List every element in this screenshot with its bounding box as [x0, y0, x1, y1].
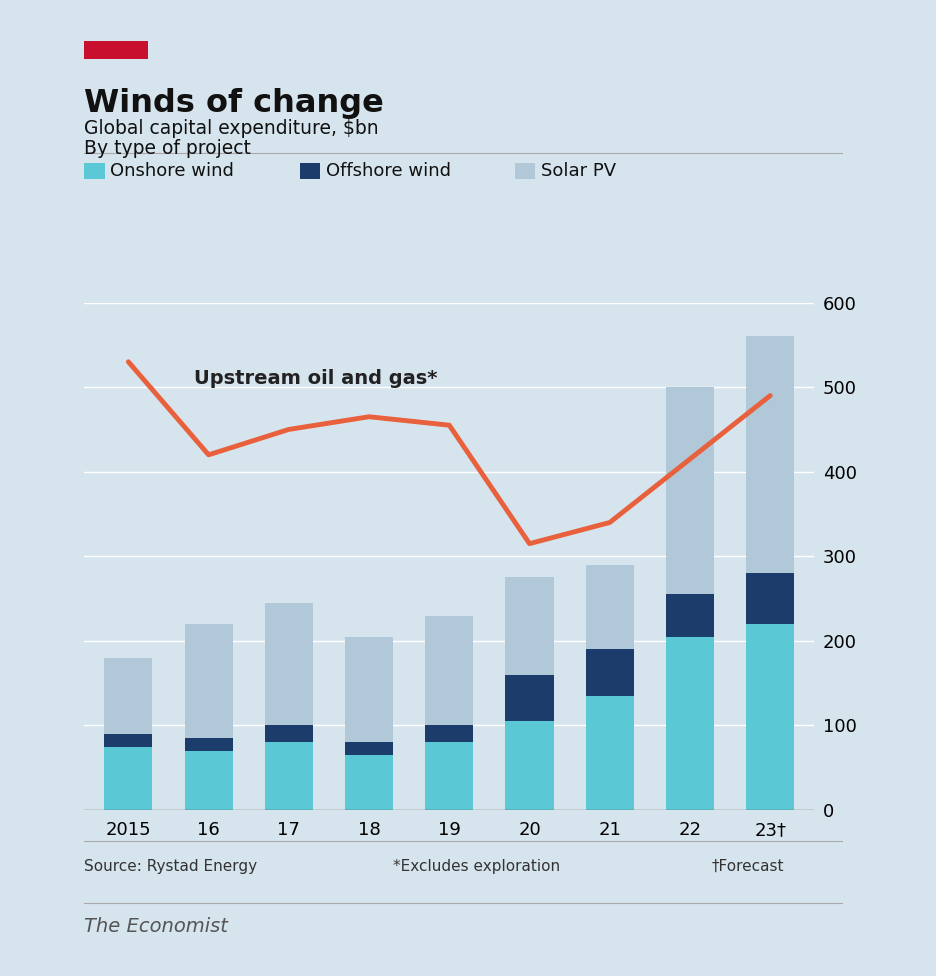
Bar [184, 751, 233, 810]
Text: *Excludes exploration: *Excludes exploration [393, 859, 561, 874]
Text: Onshore wind: Onshore wind [110, 162, 234, 180]
Bar [345, 743, 393, 755]
Bar [184, 738, 233, 751]
Bar [505, 578, 553, 674]
Bar [265, 725, 313, 743]
Bar [505, 721, 553, 810]
Bar [746, 624, 795, 810]
Text: Offshore wind: Offshore wind [326, 162, 451, 180]
Bar [104, 747, 153, 810]
Bar [345, 755, 393, 810]
Bar [505, 674, 553, 721]
Text: Source: Rystad Energy: Source: Rystad Energy [84, 859, 257, 874]
Text: Solar PV: Solar PV [541, 162, 616, 180]
Bar [665, 387, 714, 594]
Text: The Economist: The Economist [84, 917, 228, 936]
Bar [586, 696, 634, 810]
Text: By type of project: By type of project [84, 139, 251, 157]
Bar [265, 743, 313, 810]
Bar [425, 725, 474, 743]
Bar [665, 594, 714, 636]
Bar [425, 743, 474, 810]
Bar [104, 658, 153, 734]
Text: Upstream oil and gas*: Upstream oil and gas* [194, 369, 437, 388]
Text: Winds of change: Winds of change [84, 88, 384, 119]
Text: †Forecast: †Forecast [711, 859, 783, 874]
Bar [345, 636, 393, 743]
Bar [586, 565, 634, 649]
Bar [104, 734, 153, 747]
Text: Global capital expenditure, $bn: Global capital expenditure, $bn [84, 119, 379, 138]
Bar [425, 616, 474, 725]
Bar [665, 636, 714, 810]
Bar [586, 649, 634, 696]
Bar [184, 624, 233, 738]
Bar [746, 573, 795, 624]
Bar [746, 337, 795, 573]
Bar [265, 603, 313, 725]
